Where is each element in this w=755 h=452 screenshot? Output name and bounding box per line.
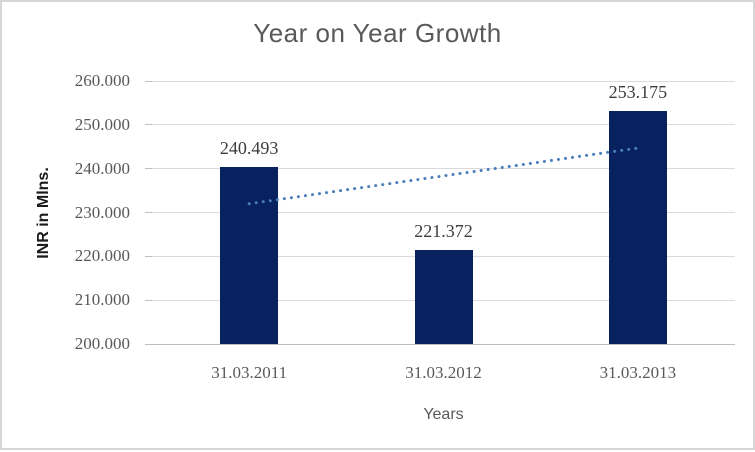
y-tick-mark bbox=[145, 255, 152, 257]
x-tick-label: 31.03.2012 bbox=[405, 363, 482, 382]
chart-title: Year on Year Growth bbox=[253, 18, 502, 48]
bar-value-label: 240.493 bbox=[219, 137, 279, 158]
bar-value-label: 253.175 bbox=[608, 81, 668, 102]
y-tick-label: 260.000 bbox=[74, 71, 130, 90]
bar bbox=[608, 110, 667, 344]
y-tick-label: 230.000 bbox=[74, 202, 130, 222]
y-tick-mark bbox=[145, 124, 152, 126]
y-tick-label: 200.000 bbox=[74, 334, 130, 353]
y-tick-label: 250.000 bbox=[74, 114, 130, 134]
bar bbox=[414, 250, 473, 344]
y-tick-mark bbox=[145, 168, 152, 170]
y-tick-mark bbox=[145, 212, 152, 213]
y-tick-mark bbox=[145, 80, 152, 82]
x-tick-label: 31.03.2013 bbox=[599, 363, 677, 382]
y-tick-label: 220.000 bbox=[74, 246, 130, 266]
y-tick-mark bbox=[145, 299, 152, 301]
bar bbox=[220, 166, 279, 344]
gridline bbox=[152, 124, 735, 126]
bar-value-label: 221.372 bbox=[414, 221, 473, 242]
y-tick-label: 210.000 bbox=[74, 290, 130, 310]
x-axis-line bbox=[152, 343, 735, 345]
y-tick-label: 240.000 bbox=[74, 158, 130, 178]
y-tick-mark bbox=[145, 343, 152, 345]
gridline bbox=[152, 80, 735, 82]
gridline bbox=[152, 212, 735, 213]
x-axis-title: Years bbox=[423, 406, 464, 423]
x-tick-label: 31.03.2011 bbox=[211, 363, 288, 382]
